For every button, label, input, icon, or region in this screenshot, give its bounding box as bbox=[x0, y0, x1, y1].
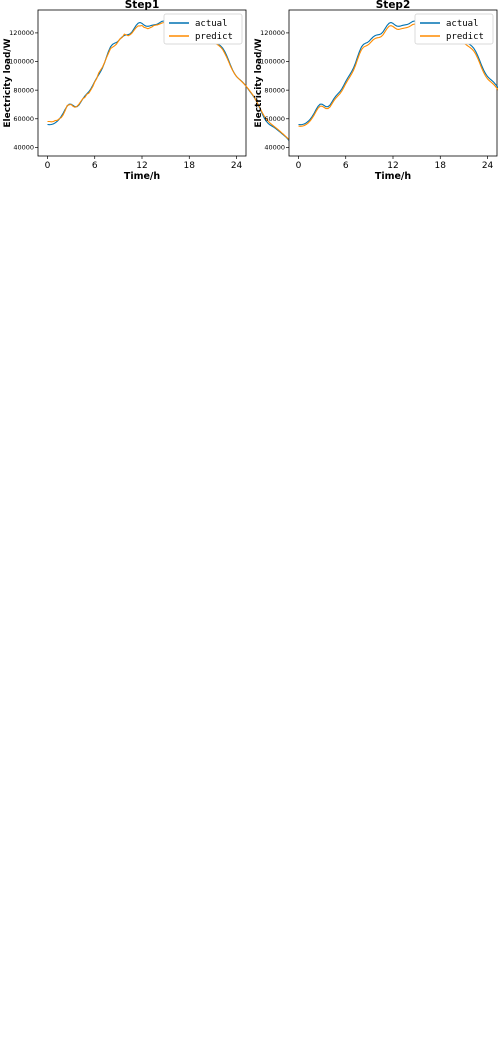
y-tick-label: 60000 bbox=[264, 115, 285, 123]
legend-label-actual: actual bbox=[195, 19, 228, 29]
y-tick-label: 40000 bbox=[13, 144, 34, 152]
y-tick-label: 100000 bbox=[9, 58, 34, 66]
x-tick-label: 0 bbox=[296, 161, 302, 171]
y-tick-label: 100000 bbox=[260, 58, 285, 66]
subplot-step2: Step2 0 6 12 18 24 40000 60000 80000 100000 120000… bbox=[254, 0, 498, 182]
x-tick-label: 24 bbox=[482, 161, 494, 171]
y-axis-label: Electricity load/W bbox=[3, 38, 13, 127]
y-tick-label: 120000 bbox=[9, 29, 34, 37]
x-tick-label: 12 bbox=[136, 161, 147, 171]
chart-title: Step1 bbox=[125, 0, 160, 11]
legend-label-predict: predict bbox=[195, 32, 233, 42]
x-tick-label: 12 bbox=[387, 161, 398, 171]
legend-label-predict: predict bbox=[446, 32, 484, 42]
y-tick-label: 120000 bbox=[260, 29, 285, 37]
y-tick-label: 40000 bbox=[264, 144, 285, 152]
y-axis-label: Electricity load/W bbox=[254, 38, 264, 127]
x-tick-label: 18 bbox=[435, 161, 447, 171]
y-tick-label: 60000 bbox=[13, 115, 34, 123]
x-tick-label: 0 bbox=[45, 161, 51, 171]
subplot-step1: Step1 0 6 12 18 24 40000 60000 80000 100000 120000… bbox=[3, 0, 306, 182]
x-tick-label: 6 bbox=[343, 161, 349, 171]
x-tick-label: 24 bbox=[231, 161, 243, 171]
x-axis-label: Time/h bbox=[375, 171, 412, 182]
legend-label-actual: actual bbox=[446, 19, 479, 29]
x-tick-label: 18 bbox=[184, 161, 196, 171]
y-tick-label: 80000 bbox=[264, 86, 285, 94]
chart-title: Step2 bbox=[376, 0, 411, 11]
x-tick-label: 6 bbox=[92, 161, 98, 171]
y-tick-label: 80000 bbox=[13, 86, 34, 94]
x-axis-label: Time/h bbox=[124, 171, 161, 182]
